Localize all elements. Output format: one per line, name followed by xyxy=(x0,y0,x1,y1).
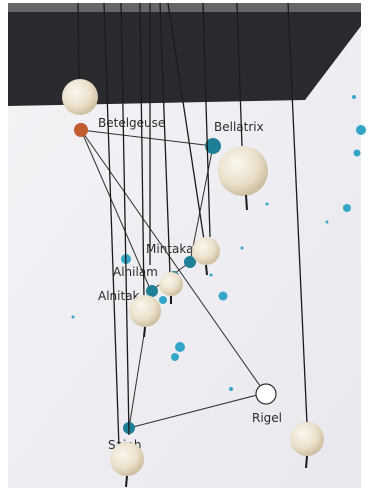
bead-saiph xyxy=(110,442,144,476)
bead-top-left xyxy=(62,79,98,115)
alnitak-label: Alnitak xyxy=(98,289,140,303)
hanging-beads xyxy=(62,79,324,488)
mintaka-label: Mintaka xyxy=(146,242,193,256)
betelgeuse-label: Betelgeuse xyxy=(98,116,165,130)
bead-mintaka xyxy=(192,237,220,265)
mintaka-star xyxy=(184,256,196,268)
rigel-star xyxy=(255,383,277,405)
alnitak-star xyxy=(146,285,158,297)
wall-highlight xyxy=(8,3,361,12)
bead-bottom-right xyxy=(290,422,324,456)
bead-large xyxy=(218,146,268,196)
alnilam-label: Alnilam xyxy=(113,265,158,279)
hanging-strings xyxy=(77,2,308,449)
bead-alnilam xyxy=(159,272,183,296)
rigel-label: Rigel xyxy=(252,411,282,425)
betelgeuse-star xyxy=(74,123,88,137)
bead-alnitak xyxy=(129,295,161,327)
background-star-dots xyxy=(71,95,366,391)
dark-wall xyxy=(8,3,361,106)
bellatrix-star xyxy=(205,138,221,154)
bellatrix-label: Bellatrix xyxy=(214,120,264,134)
